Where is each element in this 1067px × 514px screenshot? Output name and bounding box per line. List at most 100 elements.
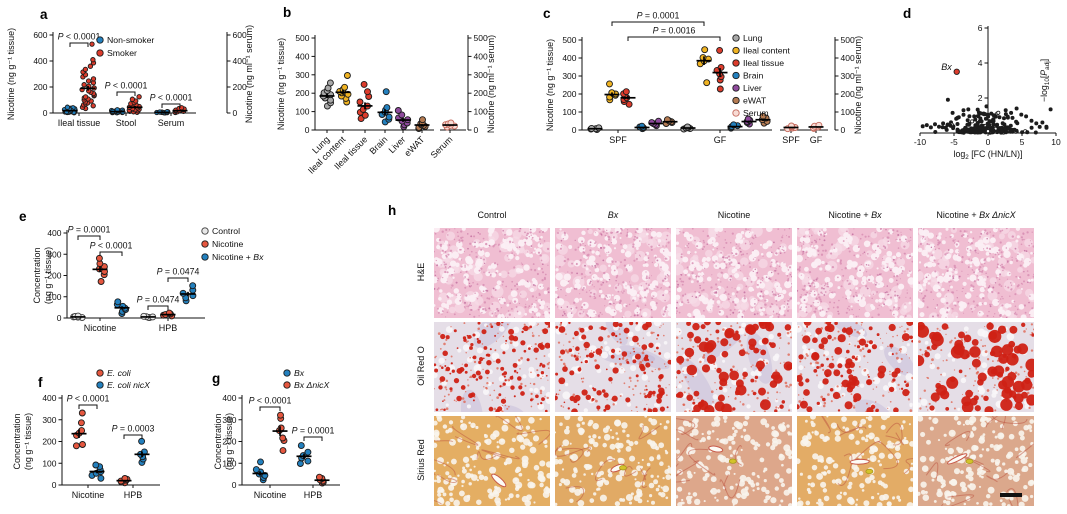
svg-text:5: 5 (1020, 137, 1025, 147)
svg-text:P = 0.0001: P = 0.0001 (292, 426, 335, 436)
panel-f-label: f (38, 375, 43, 390)
panel-c: c 0 100 200 300 400 500 Nicotine (ng g⁻¹ tissu… (520, 0, 920, 200)
svg-text:Nicotine (ng g⁻¹ tissue): Nicotine (ng g⁻¹ tissue) (545, 39, 555, 131)
svg-text:Liver: Liver (743, 83, 762, 93)
panel-g: g 0 100 200 300 400 Concentration (ng g⁻¹ tiss… (200, 365, 385, 514)
histology-column-header: Bx (607, 210, 619, 220)
svg-text:HPB: HPB (159, 323, 178, 333)
svg-text:6: 6 (978, 23, 983, 33)
svg-text:400: 400 (474, 51, 488, 61)
histology-column-header: Nicotine (717, 210, 751, 220)
svg-text:log2 [FC (HN/LN)]: log2 [FC (HN/LN)] (953, 149, 1022, 161)
svg-text:300: 300 (474, 70, 488, 80)
svg-text:P = 0.0474: P = 0.0474 (157, 267, 200, 277)
svg-text:200: 200 (33, 82, 47, 92)
svg-text:600: 600 (33, 30, 47, 40)
svg-text:Serum: Serum (158, 118, 185, 128)
svg-text:P < 0.0001: P < 0.0001 (249, 396, 292, 406)
histology-image (918, 228, 1034, 318)
svg-text:Smoker: Smoker (107, 48, 137, 58)
histology-image (676, 228, 792, 318)
svg-text:P = 0.0001: P = 0.0001 (637, 11, 680, 21)
svg-text:Nicotine: Nicotine (84, 323, 117, 333)
histology-column-header: Control (477, 210, 507, 220)
svg-text:eWAT: eWAT (402, 134, 426, 158)
svg-text:P = 0.0003: P = 0.0003 (112, 424, 155, 434)
svg-text:100: 100 (841, 107, 855, 117)
svg-text:0: 0 (474, 125, 479, 135)
svg-text:(ng g⁻¹ tissue): (ng g⁻¹ tissue) (23, 413, 33, 470)
svg-text:200: 200 (42, 437, 56, 447)
histology-image (555, 322, 671, 412)
histology-column-header: Nicotine + Bx ΔnicX (936, 210, 1016, 220)
svg-text:P < 0.0001: P < 0.0001 (105, 81, 148, 91)
svg-text:400: 400 (562, 53, 576, 63)
panel-d-label: d (903, 6, 912, 21)
svg-text:Bx: Bx (294, 368, 305, 378)
svg-text:200: 200 (233, 82, 247, 92)
svg-text:eWAT: eWAT (743, 96, 767, 106)
svg-text:P = 0.0474: P = 0.0474 (137, 295, 180, 305)
panel-a-label: a (40, 7, 48, 22)
svg-text:-5: -5 (950, 137, 958, 147)
svg-text:400: 400 (222, 393, 236, 403)
panel-b-chart: 0 100 200 300 400 500 Nicotine (ng g⁻¹ tissue)… (276, 33, 496, 176)
svg-text:100: 100 (562, 107, 576, 117)
svg-text:500: 500 (474, 33, 488, 43)
svg-text:0: 0 (572, 125, 577, 135)
svg-text:500: 500 (562, 35, 576, 45)
svg-text:Lung: Lung (743, 33, 762, 43)
svg-text:Nicotine (ng g⁻¹ tissue): Nicotine (ng g⁻¹ tissue) (276, 38, 286, 130)
svg-text:200: 200 (47, 271, 61, 281)
svg-text:200: 200 (562, 89, 576, 99)
svg-text:Nicotine + Bx: Nicotine + Bx (212, 252, 264, 262)
svg-text:Concentration: Concentration (12, 413, 22, 469)
svg-text:Bx: Bx (941, 62, 952, 72)
svg-text:SPF: SPF (782, 135, 800, 145)
panel-h-label: h (388, 203, 397, 218)
svg-text:P = 0.0001: P = 0.0001 (68, 225, 111, 235)
svg-text:Brain: Brain (367, 134, 389, 156)
svg-text:100: 100 (222, 458, 236, 468)
svg-text:Nicotine (ng ml⁻¹ serum): Nicotine (ng ml⁻¹ serum) (853, 36, 863, 134)
svg-text:0: 0 (43, 108, 48, 118)
svg-text:0: 0 (232, 480, 237, 490)
svg-text:400: 400 (42, 393, 56, 403)
svg-text:P < 0.0001: P < 0.0001 (58, 32, 101, 42)
svg-text:0: 0 (52, 480, 57, 490)
svg-text:Nicotine (ng ml⁻¹ serum): Nicotine (ng ml⁻¹ serum) (244, 25, 254, 123)
stain-row-label-siriusred: Sirius Red (416, 439, 426, 481)
svg-text:Nicotine: Nicotine (212, 239, 244, 249)
svg-text:200: 200 (841, 89, 855, 99)
svg-text:100: 100 (474, 107, 488, 117)
svg-text:HPB: HPB (124, 490, 143, 500)
panel-g-label: g (212, 371, 221, 386)
histology-image (797, 416, 913, 506)
panel-e: e 0 100 200 300 400 Concentration (ng g⁻¹ tiss… (0, 200, 345, 365)
stain-row-label-he: H&E (416, 262, 426, 282)
histology-image (676, 416, 792, 506)
svg-text:Ileal content: Ileal content (743, 46, 790, 56)
panel-f-chart: 0 100 200 300 400 Concentration (ng g⁻¹ tissue… (12, 368, 160, 500)
panel-a-chart: 0 200 400 600 Nicotine (ng g⁻¹ tissue) 0 200 40… (6, 25, 254, 128)
svg-text:P = 0.0016: P = 0.0016 (653, 26, 696, 36)
svg-text:100: 100 (42, 458, 56, 468)
histology-image (918, 416, 1034, 506)
svg-text:200: 200 (474, 88, 488, 98)
histology-image (918, 322, 1034, 412)
svg-text:0: 0 (305, 125, 310, 135)
svg-text:0: 0 (986, 137, 991, 147)
panel-e-chart: 0 100 200 300 400 Concentration (ng g⁻¹ tissue… (32, 225, 264, 334)
svg-text:Stool: Stool (116, 118, 137, 128)
svg-text:Control: Control (212, 226, 240, 236)
svg-text:Non-smoker: Non-smoker (107, 35, 154, 45)
svg-text:Nicotine: Nicotine (254, 490, 287, 500)
svg-text:400: 400 (233, 56, 247, 66)
svg-text:400: 400 (841, 53, 855, 63)
svg-text:Bx ΔnicX: Bx ΔnicX (294, 380, 330, 390)
svg-text:(ng g⁻¹ tissue): (ng g⁻¹ tissue) (224, 413, 234, 470)
svg-text:Ileal tissue: Ileal tissue (58, 118, 101, 128)
svg-text:HPB: HPB (304, 490, 323, 500)
svg-text:E. coli nicX: E. coli nicX (107, 380, 151, 390)
